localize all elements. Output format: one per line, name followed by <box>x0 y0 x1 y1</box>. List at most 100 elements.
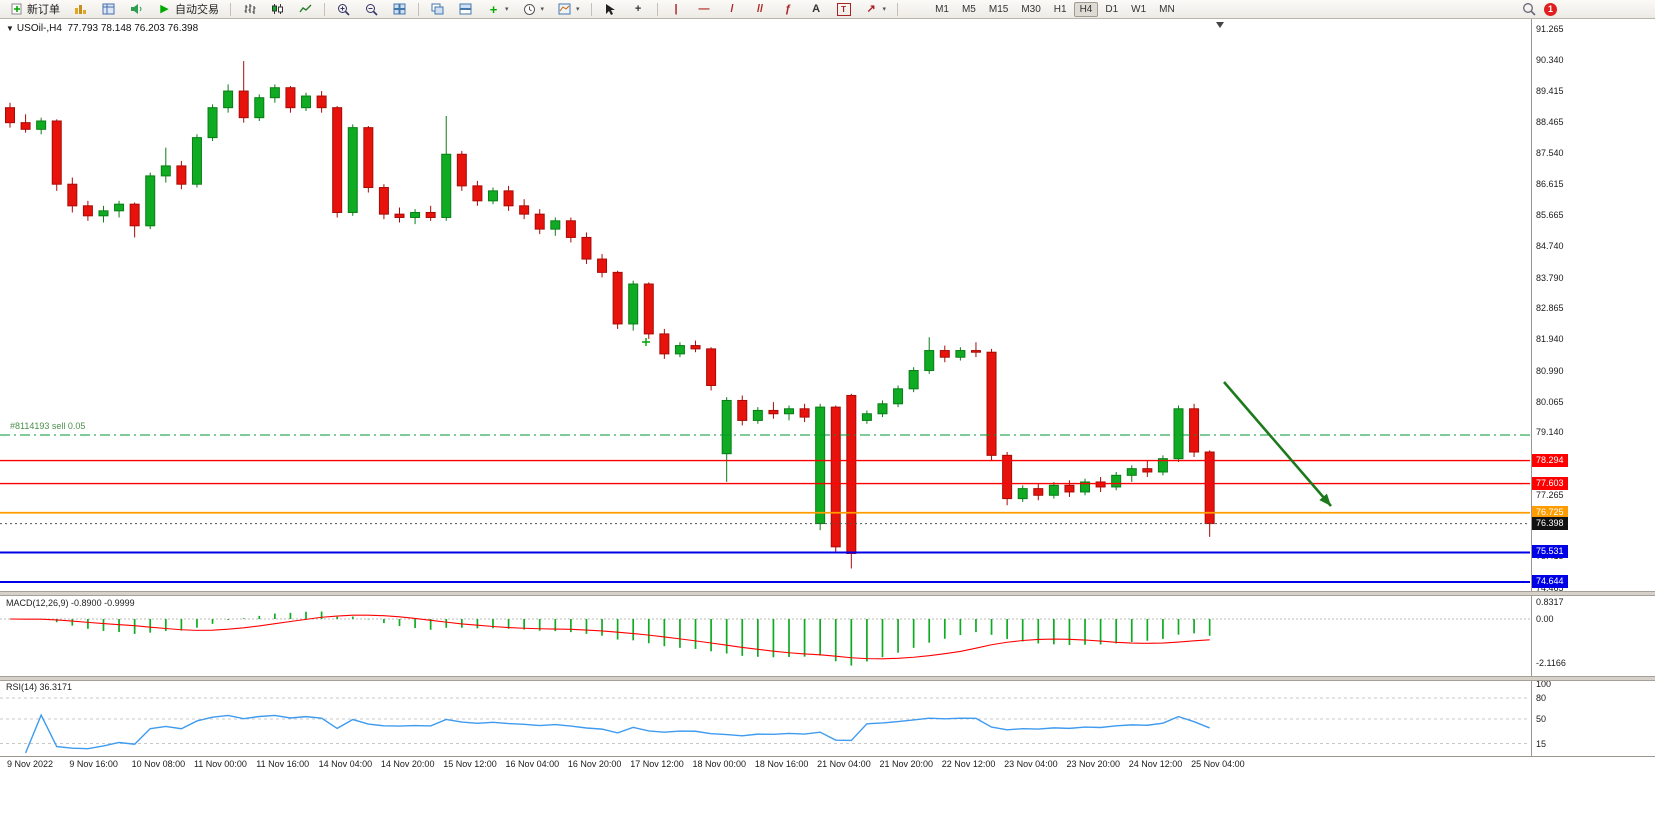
time-axis-label: 11 Nov 00:00 <box>193 759 247 769</box>
charts-button[interactable] <box>67 1 94 17</box>
autotrading-button[interactable]: ▶ 自动交易 <box>151 1 225 17</box>
text-icon: A <box>812 2 821 15</box>
rsi-axis-label: 50 <box>1536 714 1547 724</box>
timeframe-m30-button[interactable]: M30 <box>1015 2 1046 17</box>
timeframe-h4-button[interactable]: H4 <box>1073 1 1099 17</box>
cross-marker[interactable] <box>642 338 650 346</box>
new-order-button[interactable]: 新订单 <box>3 1 66 17</box>
crosshair-button[interactable]: + <box>625 1 652 17</box>
candle-body <box>1142 468 1153 473</box>
candle-body <box>643 283 654 335</box>
price-axis-label: 81.940 <box>1536 334 1564 345</box>
timeframe-mn-button[interactable]: MN <box>1153 2 1181 17</box>
timeframe-d1-button[interactable]: D1 <box>1099 2 1124 17</box>
alerts-button[interactable] <box>123 1 150 17</box>
search-icon[interactable] <box>1521 2 1536 16</box>
candle-body <box>98 210 109 217</box>
time-axis-border <box>0 756 1655 757</box>
panel-splitter-rsi[interactable] <box>0 676 1655 681</box>
zoom-out-button[interactable] <box>358 1 385 17</box>
time-axis-label: 21 Nov 04:00 <box>817 759 871 769</box>
candle-body <box>1095 481 1106 488</box>
dropdown-caret-icon: ▾ <box>505 6 509 13</box>
levels-layer[interactable] <box>0 434 1530 583</box>
dropdown-caret-icon: ▾ <box>540 6 545 13</box>
timeframe-m5-button[interactable]: M5 <box>956 2 982 17</box>
rsi-axis-label: 80 <box>1536 693 1547 703</box>
tile-windows-button[interactable] <box>386 1 413 17</box>
notification-badge[interactable]: 1 <box>1544 2 1557 16</box>
timeframe-w1-button[interactable]: W1 <box>1125 2 1152 17</box>
candle-body <box>674 345 685 355</box>
bar-chart-type-button[interactable] <box>236 1 263 17</box>
candle-body <box>441 153 452 218</box>
timeframe-group: M1 M5 M15 M30 H1 H4 D1 W1 MN <box>929 1 1181 17</box>
symbol-period-label: USOil-,H4 <box>16 23 62 34</box>
price-scale-axis[interactable]: 91.265 90.340 89.415 88.465 87.540 86.615 85.6… <box>1532 0 1655 821</box>
toolbar: 新订单 ▶ 自动交易 <box>0 0 1655 19</box>
candle-body <box>846 394 857 555</box>
timeframe-m1-button[interactable]: M1 <box>929 2 955 17</box>
candle-body <box>472 185 483 202</box>
templates-button[interactable]: ▾ <box>551 1 586 17</box>
indicators-button[interactable]: + ▾ <box>480 1 515 17</box>
time-axis-label: 23 Nov 20:00 <box>1066 759 1120 769</box>
candle-body <box>659 333 670 355</box>
arrange-windows-button[interactable] <box>452 1 479 17</box>
channel-icon: // <box>756 2 764 15</box>
candle-body <box>114 203 125 212</box>
macd-layer <box>0 611 1530 666</box>
zoom-out-icon <box>364 2 379 16</box>
text-tool-button[interactable]: A <box>803 1 830 17</box>
time-axis-label: 14 Nov 04:00 <box>318 759 373 769</box>
candle-body <box>145 175 156 227</box>
candle-body <box>970 350 981 353</box>
time-axis-label: 16 Nov 04:00 <box>505 759 560 769</box>
channel-tool-button[interactable]: // <box>747 1 774 17</box>
price-axis-label: 83.790 <box>1536 272 1564 283</box>
rsi-layer <box>0 697 1530 754</box>
cursor-button[interactable] <box>597 1 624 17</box>
candlestick-chart-type-button[interactable] <box>264 1 291 17</box>
cascade-windows-button[interactable] <box>424 1 451 17</box>
template-icon <box>557 2 572 16</box>
arrows-tool-button[interactable]: ↗ ▾ <box>858 1 893 17</box>
candle-body <box>316 95 327 109</box>
candle-body <box>301 95 312 109</box>
candle-body <box>628 283 639 325</box>
price-axis-label: 80.990 <box>1536 365 1564 376</box>
line-chart-type-button[interactable] <box>292 1 319 17</box>
dropdown-triangle-icon[interactable]: ▼ <box>6 24 14 33</box>
time-scale-axis[interactable]: 9 Nov 2022 9 Nov 16:00 10 Nov 08:00 11 Nov … <box>0 757 1655 773</box>
trendline-tool-button[interactable]: / <box>719 1 746 17</box>
annotations-layer[interactable] <box>642 22 1332 507</box>
periods-button[interactable]: ▾ <box>516 1 551 17</box>
horizontal-line-tool-button[interactable]: — <box>691 1 718 17</box>
chart-shift-marker[interactable] <box>1216 22 1224 28</box>
candle-body <box>378 187 389 215</box>
zoom-in-button[interactable] <box>330 1 357 17</box>
market-watch-button[interactable] <box>95 1 122 17</box>
candle-body <box>20 122 31 130</box>
price-axis-border <box>1531 19 1532 757</box>
label-tool-button[interactable]: T <box>831 1 857 17</box>
panel-splitter-macd[interactable] <box>0 591 1655 596</box>
price-axis-label: 80.065 <box>1536 396 1564 407</box>
time-axis-label: 22 Nov 12:00 <box>941 759 996 769</box>
fibonacci-tool-button[interactable]: ƒ <box>775 1 802 17</box>
candle-body <box>784 408 794 415</box>
candle-body <box>1204 451 1215 525</box>
candle-body <box>877 403 888 415</box>
candle-body <box>550 220 561 230</box>
candle-body <box>254 97 265 119</box>
candle-body <box>706 348 717 386</box>
time-axis-label: 18 Nov 16:00 <box>754 759 809 769</box>
price-axis-label: 85.665 <box>1536 210 1564 221</box>
trend-arrow[interactable] <box>1223 381 1332 507</box>
open-order-label[interactable]: #8114193 sell 0.05 <box>10 421 86 431</box>
timeframe-h1-button[interactable]: H1 <box>1048 2 1073 17</box>
timeframe-m15-button[interactable]: M15 <box>983 2 1014 17</box>
toolbar-separator <box>590 2 592 16</box>
vertical-line-tool-button[interactable]: | <box>663 1 690 17</box>
